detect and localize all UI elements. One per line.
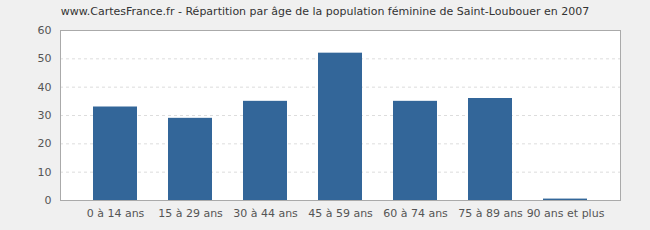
svg-text:45 à 59 ans: 45 à 59 ans xyxy=(308,207,373,220)
svg-text:0: 0 xyxy=(45,194,52,207)
svg-text:50: 50 xyxy=(38,52,52,65)
svg-text:75 à 89 ans: 75 à 89 ans xyxy=(458,207,523,220)
svg-text:90 ans et plus: 90 ans et plus xyxy=(527,207,605,220)
svg-text:15 à 29 ans: 15 à 29 ans xyxy=(158,207,223,220)
svg-text:10: 10 xyxy=(38,166,52,179)
svg-text:30: 30 xyxy=(38,109,52,122)
svg-text:60 à 74 ans: 60 à 74 ans xyxy=(383,207,448,220)
svg-text:60: 60 xyxy=(38,24,52,37)
svg-text:30 à 44 ans: 30 à 44 ans xyxy=(233,207,298,220)
html-text:www.CartesFrance.fr - Répartit: www.CartesFrance.fr - Répartition par âg… xyxy=(60,5,590,18)
svg-text:0 à 14 ans: 0 à 14 ans xyxy=(87,207,145,220)
svg-text:40: 40 xyxy=(38,81,52,94)
svg-text:20: 20 xyxy=(38,137,52,150)
